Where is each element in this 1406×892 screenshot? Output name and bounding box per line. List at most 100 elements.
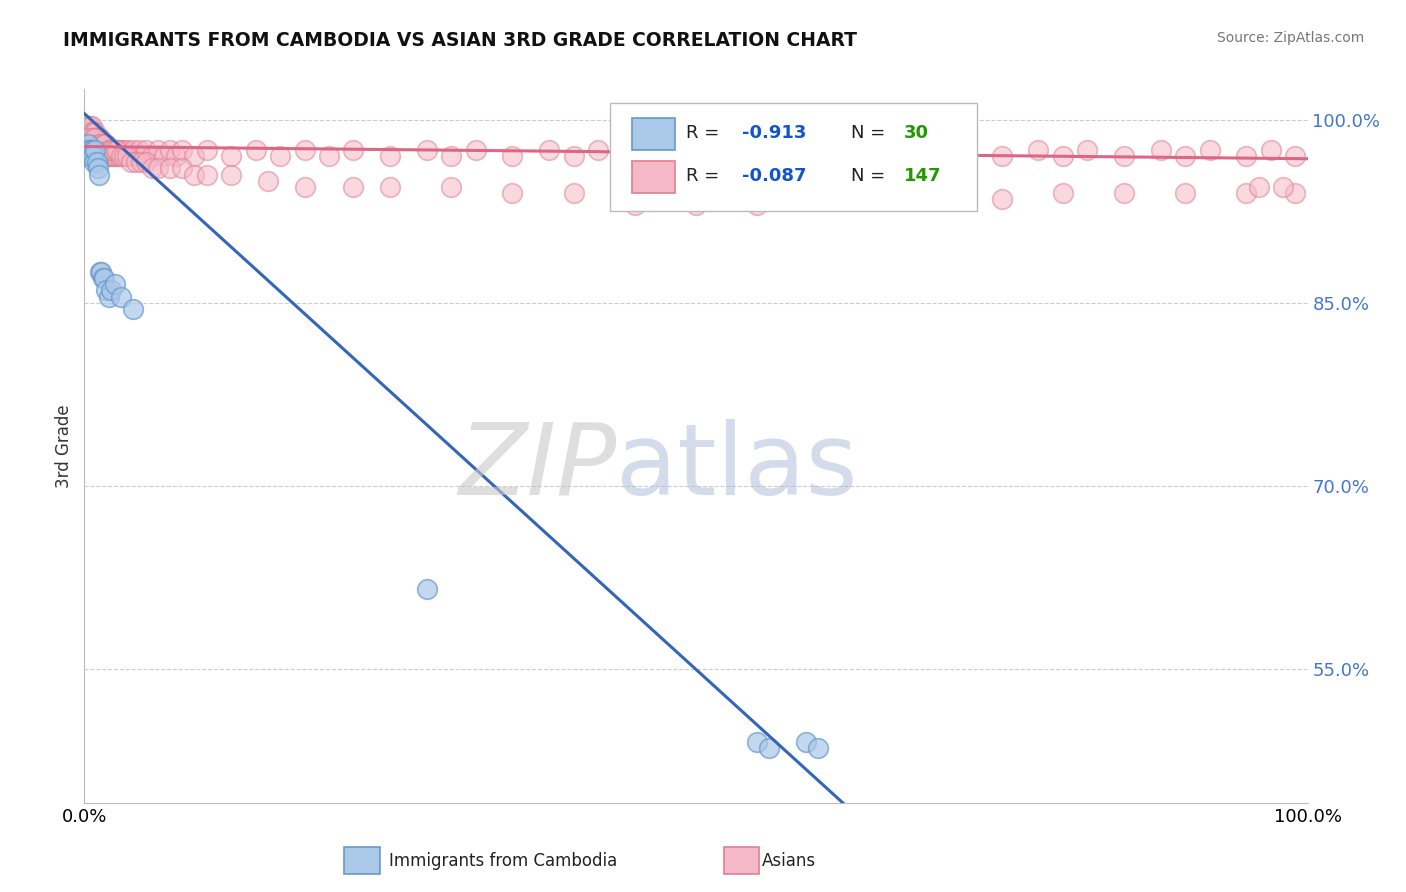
- Point: [93, 137, 115, 152]
- Point: [104, 143, 127, 157]
- Point: [108, 143, 131, 157]
- Point: [86, 155, 108, 169]
- Point: [100, 284, 122, 298]
- Point: [83, 155, 105, 169]
- Point: [79, 143, 101, 157]
- Point: [538, 143, 561, 157]
- Point: [685, 149, 707, 163]
- Point: [159, 161, 181, 176]
- Text: IMMIGRANTS FROM CAMBODIA VS ASIAN 3RD GRADE CORRELATION CHART: IMMIGRANTS FROM CAMBODIA VS ASIAN 3RD GR…: [63, 31, 858, 50]
- Point: [440, 149, 463, 163]
- Point: [87, 131, 110, 145]
- Point: [807, 149, 830, 163]
- Point: [991, 192, 1014, 206]
- Point: [747, 149, 769, 163]
- Point: [104, 143, 127, 157]
- Point: [89, 137, 111, 152]
- Point: [1114, 186, 1136, 200]
- Text: -0.087: -0.087: [742, 168, 807, 186]
- Point: [80, 119, 103, 133]
- Point: [117, 143, 139, 157]
- Point: [502, 149, 524, 163]
- Point: [91, 143, 114, 157]
- Point: [104, 149, 127, 163]
- Point: [1284, 149, 1306, 163]
- Point: [105, 143, 128, 157]
- Point: [807, 740, 830, 755]
- Point: [120, 149, 142, 163]
- Point: [96, 284, 118, 298]
- Point: [120, 155, 142, 169]
- Point: [101, 143, 124, 157]
- Text: R =: R =: [686, 168, 725, 186]
- Point: [91, 137, 114, 152]
- Point: [758, 740, 780, 755]
- Point: [79, 131, 101, 145]
- Point: [110, 289, 132, 303]
- Point: [90, 137, 112, 152]
- Point: [82, 131, 104, 145]
- Point: [82, 149, 104, 163]
- Point: [86, 131, 108, 145]
- Point: [89, 131, 111, 145]
- Point: [97, 289, 120, 303]
- Point: [128, 143, 150, 157]
- Point: [90, 143, 112, 157]
- Point: [87, 168, 110, 182]
- Point: [103, 143, 125, 157]
- Point: [93, 271, 115, 285]
- Point: [502, 186, 524, 200]
- Point: [1076, 143, 1098, 157]
- Point: [80, 125, 103, 139]
- Point: [97, 149, 120, 163]
- Point: [83, 131, 105, 145]
- Point: [991, 149, 1014, 163]
- Point: [100, 143, 122, 157]
- Point: [80, 149, 103, 163]
- Point: [82, 143, 104, 157]
- Point: [1052, 149, 1074, 163]
- Point: [90, 265, 112, 279]
- Point: [122, 301, 145, 316]
- Point: [132, 149, 155, 163]
- Point: [146, 143, 169, 157]
- Point: [97, 143, 120, 157]
- Point: [101, 143, 124, 157]
- Point: [76, 149, 98, 163]
- Point: [96, 137, 118, 152]
- Text: Immigrants from Cambodia: Immigrants from Cambodia: [389, 852, 617, 870]
- Point: [77, 125, 100, 139]
- Point: [318, 149, 340, 163]
- Text: N =: N =: [851, 168, 891, 186]
- Y-axis label: 3rd Grade: 3rd Grade: [55, 404, 73, 488]
- Point: [75, 119, 97, 133]
- Point: [125, 155, 148, 169]
- Point: [294, 143, 316, 157]
- Point: [153, 149, 176, 163]
- Text: atlas: atlas: [616, 419, 858, 516]
- Text: 30: 30: [904, 125, 929, 143]
- Text: R =: R =: [686, 125, 725, 143]
- Point: [107, 149, 129, 163]
- Point: [342, 143, 364, 157]
- Point: [869, 192, 891, 206]
- Text: 147: 147: [904, 168, 942, 186]
- Point: [91, 137, 114, 152]
- Point: [1150, 143, 1173, 157]
- Point: [87, 161, 110, 176]
- Text: N =: N =: [851, 125, 891, 143]
- Point: [94, 137, 117, 152]
- Point: [1198, 143, 1220, 157]
- Point: [380, 179, 402, 194]
- Point: [122, 143, 145, 157]
- Point: [1028, 143, 1050, 157]
- Point: [111, 143, 134, 157]
- Point: [84, 125, 107, 139]
- Point: [342, 179, 364, 194]
- Point: [87, 137, 110, 152]
- Point: [416, 143, 439, 157]
- Point: [831, 143, 853, 157]
- Point: [98, 143, 121, 157]
- Point: [1052, 186, 1074, 200]
- Text: Asians: Asians: [762, 852, 815, 870]
